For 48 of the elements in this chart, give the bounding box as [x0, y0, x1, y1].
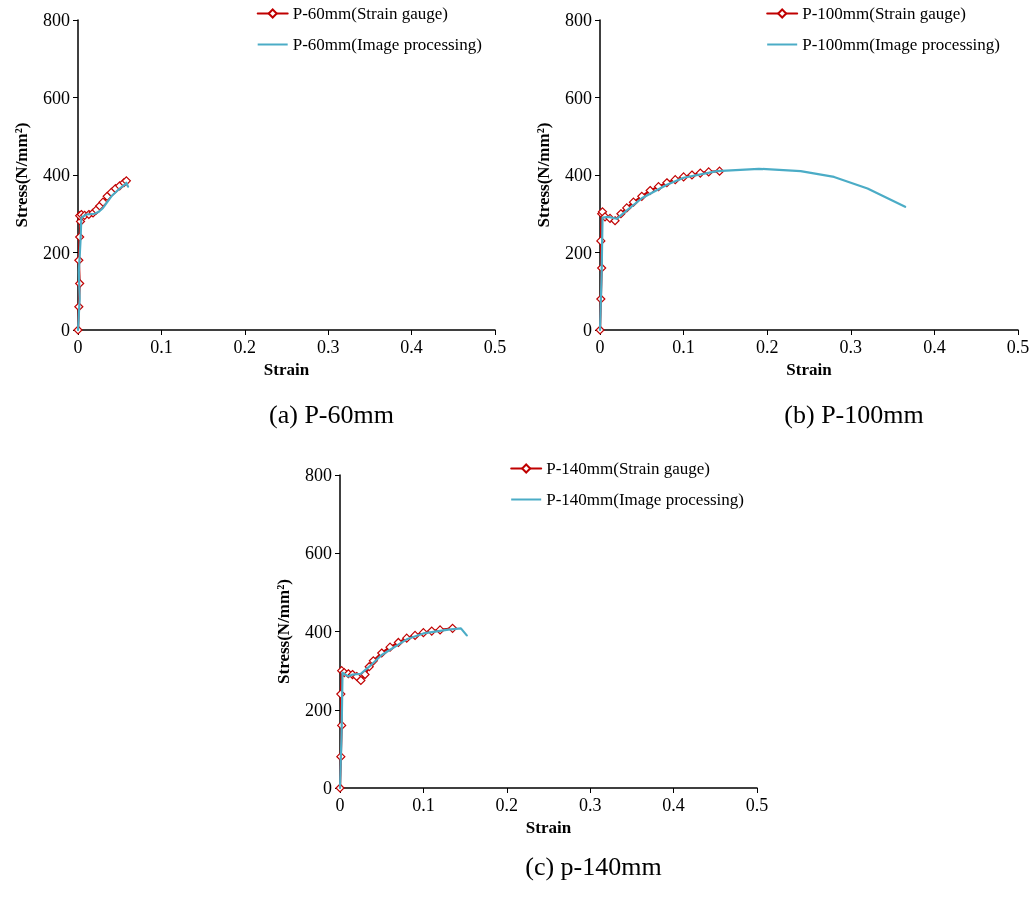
- x-tick-label: 0.3: [839, 337, 863, 357]
- x-tick-label: 0.4: [923, 337, 946, 357]
- x-tick-label: 0.5: [483, 337, 507, 357]
- x-tick-label: 0.2: [495, 795, 519, 815]
- text: (b) P-100mm: [784, 399, 924, 429]
- text: (c) p-140mm: [525, 851, 662, 881]
- x-tick-label: 0.4: [662, 795, 685, 815]
- legend-label: P-140mm(Strain gauge): [546, 459, 711, 478]
- y-tick-label: 600: [305, 543, 332, 564]
- x-tick-label: 0: [73, 337, 83, 357]
- x-tick-label: 0.2: [233, 337, 257, 357]
- x-axis-title: Strain: [525, 817, 572, 837]
- text: (a) P-60mm: [269, 399, 394, 429]
- x-tick-label: 0.2: [755, 337, 779, 357]
- y-tick-label: 800: [565, 10, 592, 30]
- legend-label: P-100mm(Image processing): [802, 35, 1001, 54]
- y-tick-label: 600: [565, 87, 592, 108]
- y-axis-title: Stress(N/mm²): [12, 122, 31, 228]
- y-tick-label: 0: [61, 320, 70, 340]
- y-tick-label: 600: [43, 87, 70, 108]
- y-tick-label: 0: [323, 778, 332, 798]
- y-tick-label: 200: [305, 699, 332, 720]
- y-tick-label: 200: [43, 242, 70, 263]
- y-tick-label: 200: [565, 242, 592, 263]
- y-axis-title: Stress(N/mm²): [534, 122, 553, 228]
- x-tick-label: 0: [335, 795, 345, 815]
- legend-label: P-60mm(Strain gauge): [292, 4, 449, 23]
- y-tick-label: 400: [43, 165, 70, 185]
- y-axis-title: Stress(N/mm²): [274, 579, 293, 684]
- x-tick-label: 0.1: [412, 795, 435, 815]
- legend-label: P-60mm(Image processing): [292, 35, 483, 54]
- x-tick-label: 0.4: [400, 337, 423, 357]
- y-tick-label: 400: [305, 621, 332, 642]
- x-tick-label: 0.5: [745, 795, 769, 815]
- x-tick-label: 0.3: [578, 795, 602, 815]
- x-tick-label: 0.3: [316, 337, 340, 357]
- legend-label: P-140mm(Image processing): [546, 490, 745, 509]
- x-tick-label: 0: [595, 337, 605, 357]
- x-tick-label: 0.1: [150, 337, 173, 357]
- x-axis-title: Strain: [786, 359, 833, 379]
- x-axis-title: Strain: [263, 359, 310, 379]
- y-tick-label: 800: [305, 465, 332, 485]
- y-tick-label: 0: [583, 320, 592, 340]
- y-tick-label: 400: [565, 165, 592, 185]
- x-tick-label: 0.1: [672, 337, 695, 357]
- x-tick-label: 0.5: [1006, 337, 1030, 357]
- y-tick-label: 800: [43, 10, 70, 30]
- legend-label: P-100mm(Strain gauge): [802, 4, 967, 23]
